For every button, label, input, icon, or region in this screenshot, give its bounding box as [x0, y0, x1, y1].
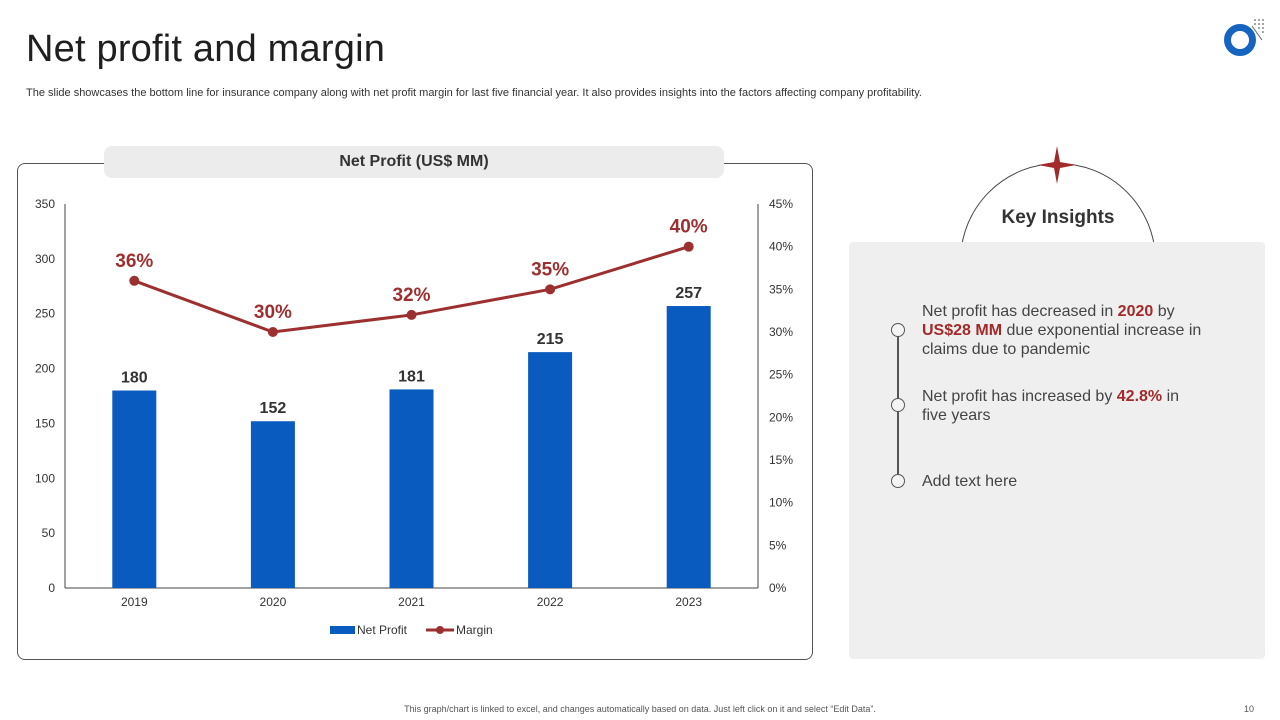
y2-tick-label: 40%	[769, 240, 793, 254]
chart-title: Net Profit (US$ MM)	[104, 146, 724, 178]
margin-data-label: 32%	[392, 285, 430, 306]
y-tick-label: 150	[35, 416, 55, 430]
insight-text: by	[1153, 303, 1175, 320]
bar-data-label: 180	[121, 370, 148, 387]
x-tick-label: 2019	[121, 595, 148, 609]
insights-title: Key Insights	[1001, 207, 1115, 228]
net-profit-margin-chart: 0 50 100 150 200 250 300 350 0% 5% 10% 15% 20% 25% 30%…	[35, 197, 793, 637]
margin-point	[129, 275, 140, 286]
insight-text: Net profit has decreased in	[922, 303, 1118, 320]
y2-tick-label: 35%	[769, 282, 793, 296]
y-tick-label: 300	[35, 252, 55, 266]
margin-point	[406, 309, 417, 320]
y2-tick-label: 5%	[769, 538, 787, 552]
bar-data-label: 181	[398, 368, 425, 385]
y2-tick-label: 15%	[769, 453, 793, 467]
x-tick-label: 2020	[260, 595, 287, 609]
margin-data-label: 40%	[670, 217, 708, 238]
bar	[389, 389, 434, 588]
y2-tick-label: 25%	[769, 368, 793, 382]
legend-label-net-profit: Net Profit	[357, 623, 408, 637]
y2-tick-label: 45%	[769, 197, 793, 211]
star-icon	[1038, 146, 1076, 184]
insight-text: due exponential increase in claims due t…	[922, 322, 1202, 358]
insight-text: Net profit has increased by	[922, 388, 1117, 405]
insight-item-1: Net profit has decreased in 2020 by US$2…	[922, 302, 1222, 359]
bar-data-label: 257	[675, 285, 702, 302]
page-title: Net profit and margin	[26, 28, 386, 70]
bar	[112, 390, 157, 588]
margin-point	[267, 327, 278, 337]
y-tick-label: 0	[48, 581, 55, 595]
bar	[250, 421, 295, 588]
insight-text: in five years	[922, 388, 1180, 424]
bar-data-label: 215	[537, 331, 564, 348]
page-subtitle: The slide showcases the bottom line for …	[26, 87, 922, 99]
company-logo-icon	[1224, 19, 1264, 56]
x-tick-label: 2022	[537, 595, 564, 609]
timeline-dot	[891, 474, 905, 488]
y-tick-label: 50	[42, 526, 56, 540]
legend-marker-margin	[436, 626, 444, 634]
insight-placeholder-text[interactable]: Add text here	[922, 473, 1018, 490]
timeline-dot	[891, 323, 905, 337]
bar-data-label: 152	[260, 400, 287, 417]
legend-label-margin: Margin	[456, 623, 493, 637]
insight-item-2: Net profit has increased by 42.8% in fiv…	[922, 387, 1192, 425]
y-tick-label: 100	[35, 471, 55, 485]
insight-highlight: 42.8%	[1116, 388, 1163, 405]
y2-tick-label: 30%	[769, 325, 793, 339]
page-number: 10	[1244, 704, 1255, 714]
margin-point	[545, 284, 556, 295]
bar	[666, 306, 711, 588]
insight-highlight: 2020	[1117, 303, 1154, 320]
y-tick-label: 350	[35, 197, 55, 211]
insight-highlight: US$28 MM	[922, 322, 1003, 339]
margin-data-label: 35%	[531, 259, 569, 280]
legend-swatch-net-profit	[330, 626, 355, 634]
margin-data-label: 36%	[115, 251, 153, 272]
x-tick-label: 2023	[675, 595, 702, 609]
y-tick-label: 250	[35, 307, 55, 321]
margin-point	[683, 241, 694, 252]
insight-item-3[interactable]: Add text here	[922, 472, 1222, 491]
margin-data-label: 30%	[254, 302, 292, 323]
y2-tick-label: 0%	[769, 581, 787, 595]
bar	[528, 352, 573, 588]
footer-note: This graph/chart is linked to excel, and…	[404, 704, 876, 714]
y2-tick-label: 20%	[769, 410, 793, 424]
timeline-dot	[891, 398, 905, 412]
insights-panel	[849, 242, 1265, 659]
y-tick-label: 200	[35, 362, 55, 376]
x-tick-label: 2021	[398, 595, 425, 609]
y2-tick-label: 10%	[769, 496, 793, 510]
